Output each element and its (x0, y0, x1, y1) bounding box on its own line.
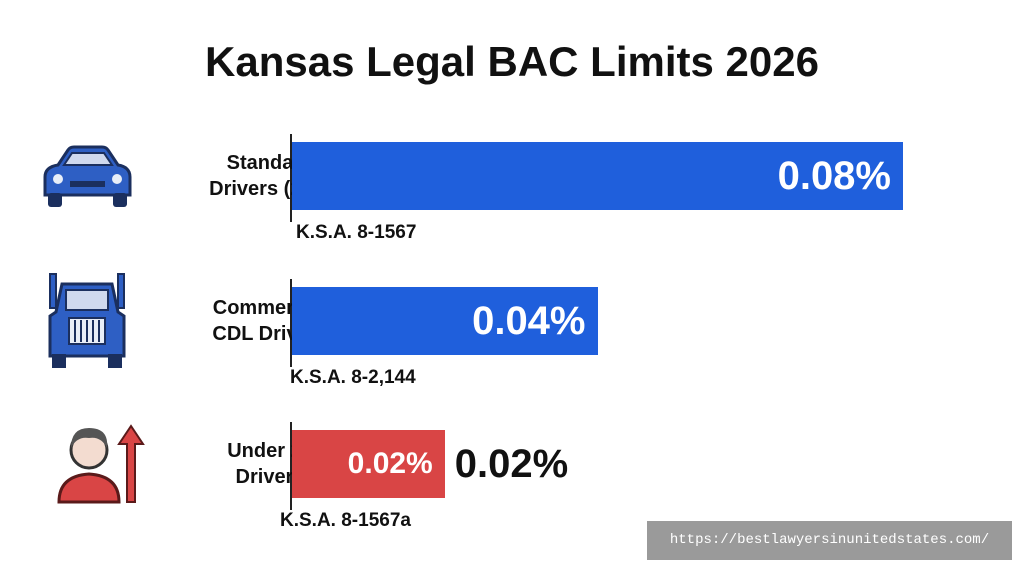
axis-line (290, 422, 292, 510)
axis-line (290, 279, 292, 367)
bar (292, 430, 445, 498)
axis-line (290, 134, 292, 222)
value-label: 0.08% (777, 154, 891, 198)
value-label-outside: 0.02% (454, 442, 569, 486)
value-label: 0.04% (472, 299, 586, 343)
person-icon (57, 424, 145, 504)
bar (292, 142, 903, 210)
category-label: Under 21 Drivers (227, 440, 313, 488)
chart-title: Kansas Legal BAC Limits 2026 (205, 38, 819, 85)
truck-icon (48, 273, 126, 368)
value-label: 0.02% (347, 447, 433, 480)
citation: K.S.A. 8-2,144 (290, 367, 416, 388)
bar (292, 287, 598, 355)
citation: K.S.A. 8-1567a (280, 510, 411, 531)
citation: K.S.A. 8-1567 (296, 222, 417, 243)
watermark: https://bestlawyersinunitedstates.com/ (647, 521, 1012, 560)
car-icon (43, 145, 132, 207)
